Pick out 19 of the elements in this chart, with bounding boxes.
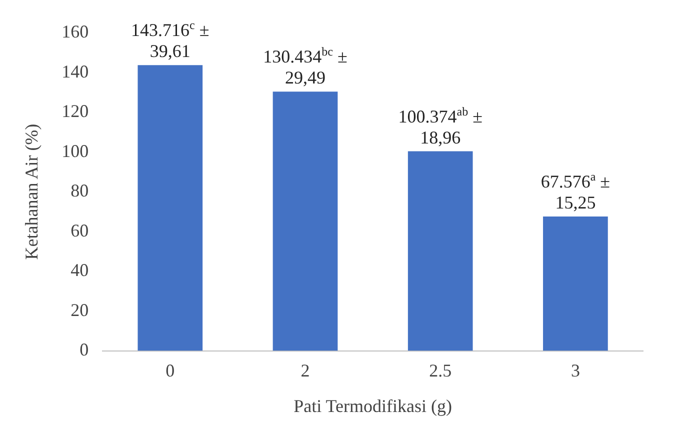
- y-axis-title: Ketahanan Air (%): [22, 124, 42, 260]
- y-tick-label: 40: [70, 260, 89, 280]
- bar: [138, 65, 203, 351]
- bar: [408, 151, 473, 351]
- x-tick-label: 2.5: [429, 360, 452, 380]
- x-axis-title: Pati Termodifikasi (g): [294, 396, 452, 416]
- y-tick-label: 60: [70, 220, 89, 240]
- y-tick-label: 20: [70, 300, 89, 320]
- x-tick-label: 3: [570, 360, 580, 380]
- y-tick-label: 140: [62, 61, 89, 82]
- y-tick-label: 80: [70, 180, 89, 201]
- x-tick-label: 2: [300, 360, 310, 380]
- x-tick-label: 0: [166, 360, 175, 380]
- bar: [543, 216, 608, 351]
- y-tick-label: 0: [80, 340, 89, 360]
- y-tick-label: 120: [62, 101, 89, 122]
- y-tick-label: 100: [62, 140, 89, 161]
- bar: [272, 92, 338, 351]
- y-tick-label: 160: [62, 22, 89, 42]
